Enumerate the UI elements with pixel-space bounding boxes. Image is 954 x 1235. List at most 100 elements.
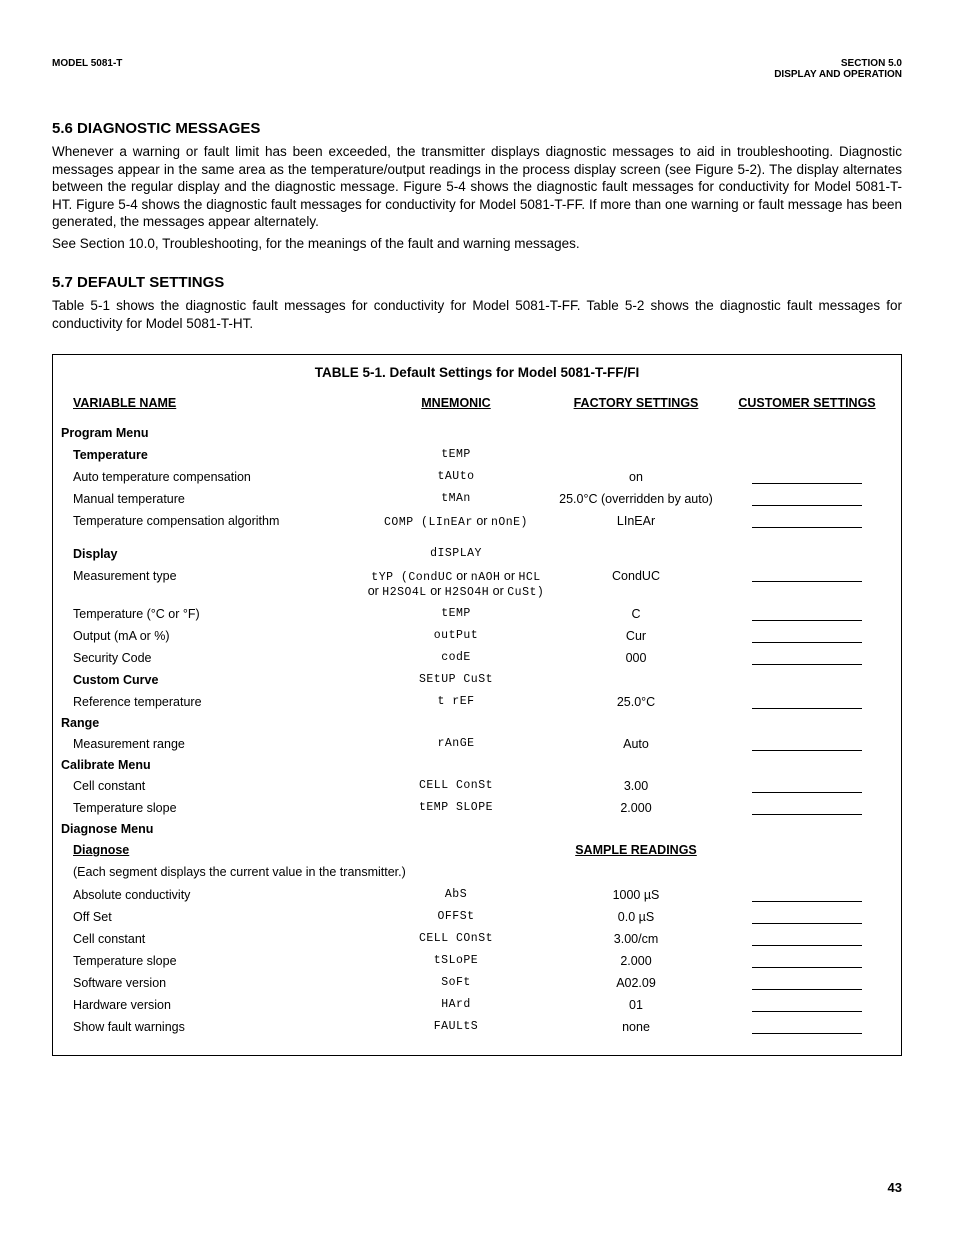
customer-blank-line[interactable]	[752, 1022, 862, 1034]
row-cust	[721, 779, 893, 793]
table-row: Hardware version HArd 01	[61, 995, 893, 1017]
row-fact: none	[551, 1020, 721, 1034]
customer-blank-line[interactable]	[752, 494, 862, 506]
row-cust	[721, 910, 893, 924]
mnem-part: H2SO4H	[445, 586, 489, 599]
table-column-headers: VARIABLE NAME MNEMONIC FACTORY SETTINGS …	[61, 396, 893, 410]
row-mnem: t rEF	[361, 695, 551, 709]
table-row: Security Code codE 000	[61, 648, 893, 670]
row-mnem: tEMP SLOPE	[361, 801, 551, 815]
table-row: Show fault warnings FAULtS none	[61, 1017, 893, 1039]
row-var: Manual temperature	[61, 492, 361, 506]
table-row: Temperature compensation algorithm COMP …	[61, 510, 893, 533]
customer-blank-line[interactable]	[752, 912, 862, 924]
table-row: Cell constant CELL ConSt 3.00	[61, 776, 893, 798]
col-header-factory: FACTORY SETTINGS	[551, 396, 721, 410]
program-menu-heading: Program Menu	[61, 424, 893, 444]
row-var: Temperature (°C or °F)	[61, 607, 361, 621]
customer-blank-line[interactable]	[752, 516, 862, 528]
page-header: MODEL 5081-T SECTION 5.0 DISPLAY AND OPE…	[52, 58, 902, 80]
table-row: Absolute conductivity AbS 1000 µS	[61, 885, 893, 907]
row-var: Off Set	[61, 910, 361, 924]
section-5-7-p1: Table 5-1 shows the diagnostic fault mes…	[52, 297, 902, 332]
customer-blank-line[interactable]	[752, 570, 862, 582]
range-heading: Range	[61, 714, 893, 734]
row-mnem: CELL ConSt	[361, 779, 551, 793]
col-header-customer: CUSTOMER SETTINGS	[721, 396, 893, 410]
customer-blank-line[interactable]	[752, 934, 862, 946]
customer-blank-line[interactable]	[752, 472, 862, 484]
customer-blank-line[interactable]	[752, 956, 862, 968]
row-cust	[721, 1020, 893, 1034]
mnem-part: LInEAr	[428, 516, 472, 529]
mnem-or: or	[489, 584, 507, 598]
customer-blank-line[interactable]	[752, 978, 862, 990]
row-var: Temperature slope	[61, 954, 361, 968]
customer-blank-line[interactable]	[752, 1000, 862, 1012]
header-right-line2: DISPLAY AND OPERATION	[774, 69, 902, 80]
diagnose-note: (Each segment displays the current value…	[61, 862, 893, 885]
mnem-part: nAOH	[471, 571, 501, 584]
row-fact: Auto	[551, 737, 721, 751]
customer-blank-line[interactable]	[752, 781, 862, 793]
mnem-part: nOnE	[491, 516, 521, 529]
row-var: Temperature slope	[61, 801, 361, 815]
row-cust	[721, 888, 893, 902]
row-fact: LInEAr	[551, 514, 721, 528]
mnem-part: CondUC	[408, 571, 452, 584]
table-row: Auto temperature compensation tAUto on	[61, 466, 893, 488]
row-var: Temperature	[61, 448, 361, 462]
diagnose-menu-heading: Diagnose Menu	[61, 820, 893, 840]
customer-blank-line[interactable]	[752, 631, 862, 643]
mnem-part: CuSt	[507, 586, 537, 599]
page-number: 43	[888, 1180, 902, 1195]
mnem-part: )	[521, 516, 528, 529]
row-mnem: tSLoPE	[361, 954, 551, 968]
row-mnem: outPut	[361, 629, 551, 643]
customer-blank-line[interactable]	[752, 803, 862, 815]
customer-blank-line[interactable]	[752, 890, 862, 902]
table-row: Temperature tEMP	[61, 444, 893, 466]
row-fact: 1000 µS	[551, 888, 721, 902]
row-fact: 3.00/cm	[551, 932, 721, 946]
section-heading-5-6: 5.6 DIAGNOSTIC MESSAGES	[52, 120, 902, 137]
section-default-settings: 5.7 DEFAULT SETTINGS Table 5-1 shows the…	[52, 274, 902, 332]
section-5-6-p2: See Section 10.0, Troubleshooting, for t…	[52, 235, 902, 253]
customer-blank-line[interactable]	[752, 609, 862, 621]
header-left: MODEL 5081-T	[52, 58, 122, 80]
col-header-mnemonic: MNEMONIC	[361, 396, 551, 410]
row-mnem: OFFSt	[361, 910, 551, 924]
row-cust	[721, 492, 893, 506]
row-fact: 25.0°C (overridden by auto)	[551, 492, 721, 506]
row-cust	[721, 629, 893, 643]
mnem-or: or	[427, 584, 445, 598]
table-row: Reference temperature t rEF 25.0°C	[61, 692, 893, 714]
table-row: Temperature slope tSLoPE 2.000	[61, 951, 893, 973]
row-cust	[721, 954, 893, 968]
row-mnem: tEMP	[361, 448, 551, 462]
row-mnem: FAULtS	[361, 1020, 551, 1034]
row-var: Software version	[61, 976, 361, 990]
row-mnem: HArd	[361, 998, 551, 1012]
row-var: Display	[61, 547, 361, 561]
row-var: Hardware version	[61, 998, 361, 1012]
row-var: Custom Curve	[61, 673, 361, 687]
row-var: Output (mA or %)	[61, 629, 361, 643]
customer-blank-line[interactable]	[752, 739, 862, 751]
mnem-part: H2SO4L	[382, 586, 426, 599]
customer-blank-line[interactable]	[752, 653, 862, 665]
row-mnem: AbS	[361, 888, 551, 902]
row-fact: A02.09	[551, 976, 721, 990]
row-mnem: tAUto	[361, 470, 551, 484]
row-var: Auto temperature compensation	[61, 470, 361, 484]
row-mnem: dISPLAY	[361, 547, 551, 561]
col-header-variable: VARIABLE NAME	[61, 396, 361, 410]
row-var: Absolute conductivity	[61, 888, 361, 902]
row-mnem: rAnGE	[361, 737, 551, 751]
row-fact: on	[551, 470, 721, 484]
calibrate-heading: Calibrate Menu	[61, 756, 893, 776]
table-row: Diagnose SAMPLE READINGS	[61, 840, 893, 862]
row-var: Cell constant	[61, 779, 361, 793]
mnem-part: COMP (	[384, 516, 428, 529]
customer-blank-line[interactable]	[752, 697, 862, 709]
